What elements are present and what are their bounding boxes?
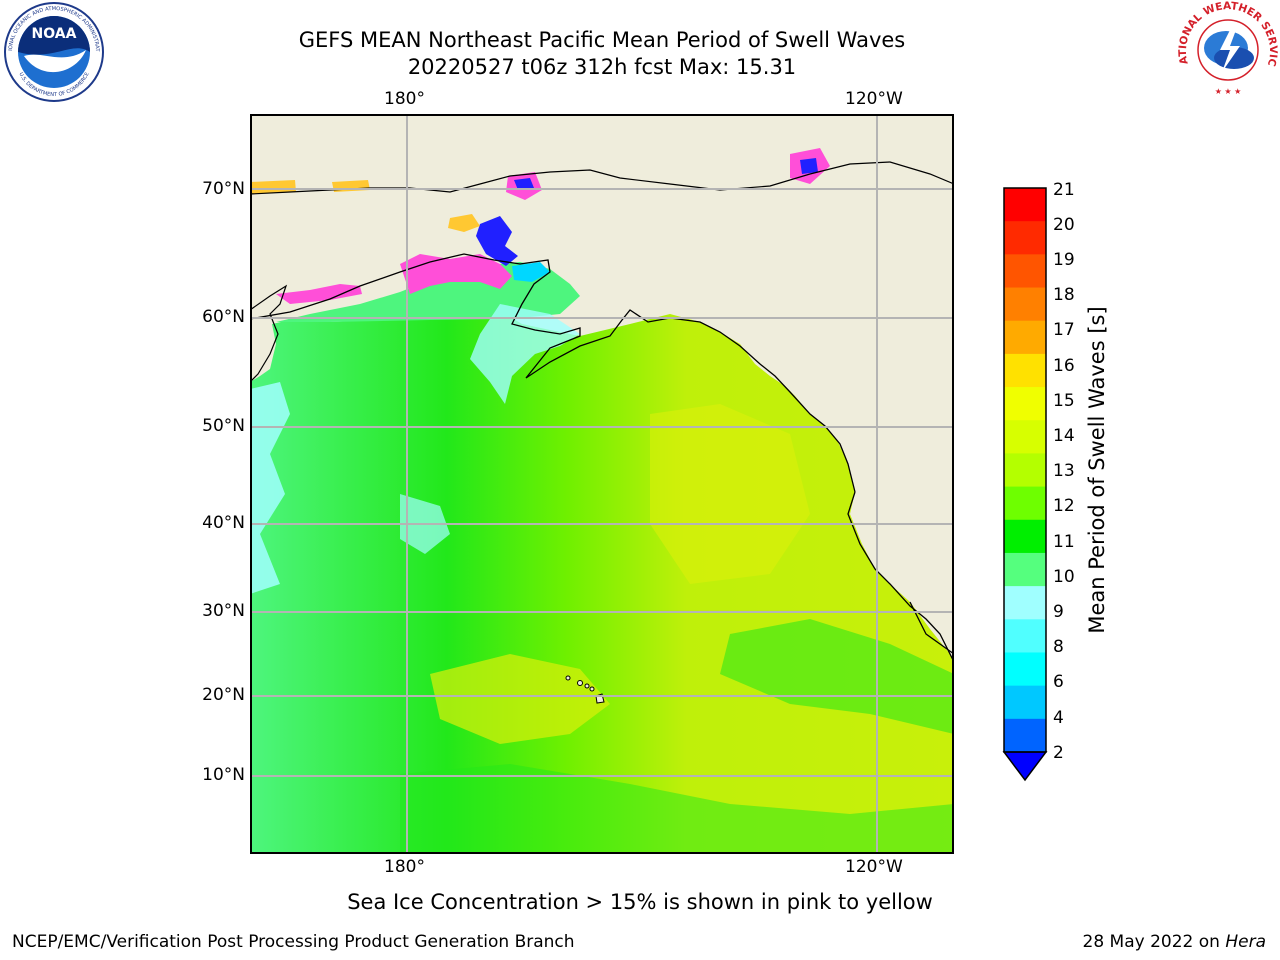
colorbar-tick-21: 21	[1053, 180, 1075, 200]
colorbar-segment	[1004, 619, 1046, 653]
swell-band-mid	[400, 764, 954, 854]
colorbar-segment	[1004, 685, 1046, 720]
colorbar-tick-10: 10	[1053, 567, 1075, 587]
swell-patch-high	[650, 404, 810, 584]
colorbar-tick-2: 2	[1053, 743, 1064, 763]
lon-label-top-120w: 120°W	[845, 89, 903, 109]
colorbar-segment	[1004, 552, 1046, 587]
chart-subtitle: 20220527 t06z 312h fcst Max: 15.31	[407, 55, 797, 79]
colorbar	[1002, 187, 1048, 782]
colorbar-segment	[1004, 254, 1046, 289]
colorbar-segment	[1004, 718, 1046, 753]
colorbar-tick-12: 12	[1053, 496, 1075, 516]
colorbar-segment	[1004, 519, 1046, 554]
lon-label-top-180: 180°	[384, 89, 425, 109]
sea-ice-region	[400, 254, 512, 294]
sea-ice-region	[514, 178, 534, 190]
nws-logo: NATIONAL WEATHER SERVICE ★ ★ ★	[1178, 0, 1278, 97]
sea-ice-region	[276, 284, 362, 304]
graticule	[250, 114, 954, 854]
swell-patch-low	[470, 304, 580, 404]
colorbar-segment	[1004, 188, 1046, 222]
lon-label-bottom-120w: 120°W	[845, 857, 903, 877]
colorbar-segment	[1004, 320, 1046, 355]
colorbar-tick-13: 13	[1053, 461, 1075, 481]
sea-ice-region	[448, 214, 480, 232]
swell-patch-low	[250, 382, 290, 594]
colorbar-segment	[1004, 221, 1046, 255]
colorbar-label: Mean Period of Swell Waves [s]	[1085, 306, 1109, 634]
colorbar-tick-4: 4	[1053, 708, 1064, 728]
colorbar-tick-8: 8	[1053, 637, 1064, 657]
colorbar-segment	[1004, 287, 1046, 322]
footer-machine: Hera	[1225, 932, 1266, 952]
lat-label-50n: 50°N	[202, 416, 245, 436]
coastline-kamchatka	[250, 284, 288, 383]
colorbar-segment	[1004, 353, 1046, 388]
sea-ice-region	[476, 216, 518, 266]
footer-credit: NCEP/EMC/Verification Post Processing Pr…	[12, 932, 575, 952]
map-border	[250, 114, 954, 854]
map-panel	[250, 114, 954, 854]
colorbar-tick-16: 16	[1053, 356, 1075, 376]
colorbar-tick-15: 15	[1053, 391, 1075, 411]
noaa-logo: NOAA NATIONAL OCEANIC AND ATMOSPHERIC AD…	[2, 0, 104, 102]
sea-ice-region	[800, 158, 818, 174]
colorbar-extend-triangle	[1002, 751, 1048, 782]
lat-label-30n: 30°N	[202, 601, 245, 621]
colorbar-tick-18: 18	[1053, 285, 1075, 305]
colorbar-tick-14: 14	[1053, 426, 1075, 446]
colorbar-segment	[1004, 453, 1046, 488]
coastline-baja	[909, 601, 954, 655]
chart-title: GEFS MEAN Northeast Pacific Mean Period …	[298, 28, 906, 52]
nws-star-icon: ★ ★ ★	[1215, 87, 1242, 96]
lat-label-40n: 40°N	[202, 513, 245, 533]
lon-label-bottom-180: 180°	[384, 857, 425, 877]
colorbar-outline	[1003, 187, 1047, 753]
noaa-wordmark: NOAA	[32, 26, 77, 42]
footer-date: 28 May 2022 on Hera	[1083, 932, 1267, 952]
coastline-alaska	[250, 253, 856, 493]
footer-date-text: 28 May 2022 on	[1082, 932, 1220, 952]
colorbar-segment	[1004, 486, 1046, 521]
sea-ice-region	[512, 262, 550, 282]
colorbar-tick-9: 9	[1053, 602, 1064, 622]
colorbar-tick-11: 11	[1053, 532, 1075, 552]
colorbar-segment	[1004, 652, 1046, 687]
lat-label-60n: 60°N	[202, 307, 245, 327]
colorbar-tick-19: 19	[1053, 250, 1075, 270]
colorbar-segment	[1004, 586, 1046, 620]
lat-label-10n: 10°N	[202, 765, 245, 785]
lat-label-20n: 20°N	[202, 685, 245, 705]
colorbar-tick-20: 20	[1053, 215, 1075, 235]
colorbar-tick-17: 17	[1053, 320, 1075, 340]
colorbar-segment	[1004, 387, 1046, 421]
lat-label-70n: 70°N	[202, 179, 245, 199]
swell-patch-high	[430, 654, 610, 744]
sea-ice-region	[250, 180, 296, 194]
swell-band-mid	[720, 619, 954, 734]
colorbar-segment	[1004, 420, 1046, 454]
sea-ice-note: Sea Ice Concentration > 15% is shown in …	[347, 890, 933, 914]
colorbar-tick-6: 6	[1053, 672, 1064, 692]
